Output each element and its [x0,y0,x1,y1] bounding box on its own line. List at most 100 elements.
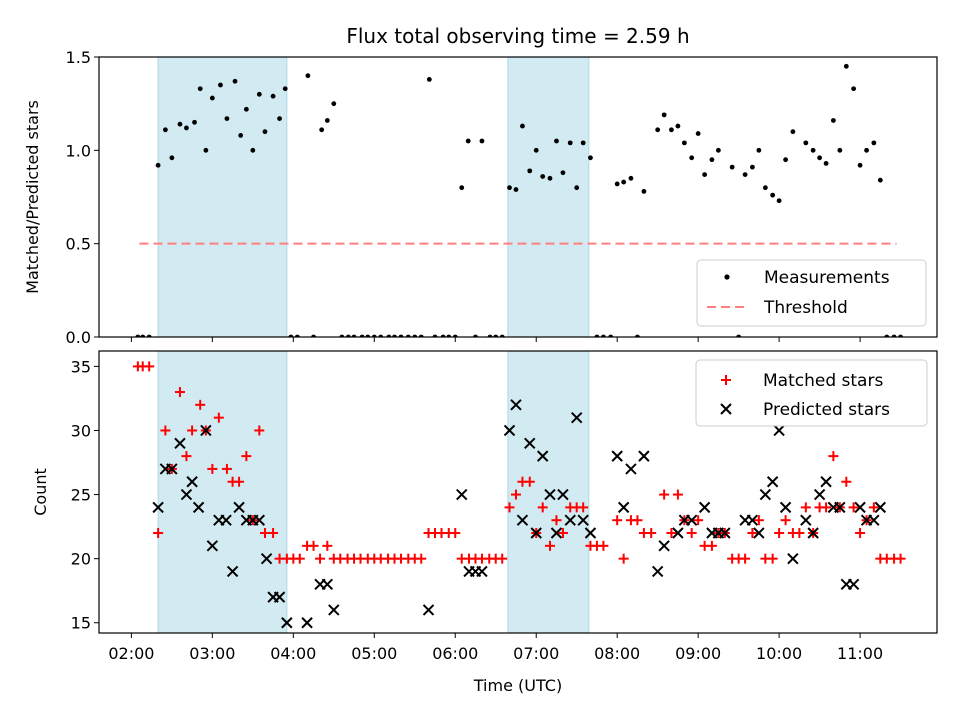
predicted-point [746,514,759,526]
matched-point [848,502,859,513]
matched-point [895,553,906,564]
predicted-point [200,424,212,437]
predicted-point [685,514,698,526]
measurement-point [331,101,337,107]
measurement-point [843,63,849,69]
matched-point [632,515,643,526]
predicted-point [301,617,313,629]
measurement-point [715,147,721,153]
matched-point [174,387,185,398]
y-tick-label: 1.0 [66,141,91,160]
matched-point [544,540,555,551]
predicted-point [766,476,779,488]
measurement-point [857,162,863,168]
matched-point [646,528,657,539]
measurement-point [567,140,573,146]
matched-point [416,553,427,564]
predicted-point [874,501,887,514]
matched-point [213,412,224,423]
x-tick-label: 07:00 [513,644,559,663]
measurement-point [520,123,525,129]
predicted-point [557,488,569,501]
matched-point [618,553,629,564]
x-tick-label: 10:00 [756,644,802,663]
x-tick-label: 09:00 [675,644,721,663]
measurement-point [742,172,748,178]
matched-point [241,451,252,462]
predicted-point [152,501,164,514]
measurement-point [324,118,330,123]
matched-point [153,528,164,539]
shaded-interval-2 [507,56,590,338]
measurement-point [756,147,762,153]
measurement-point [560,170,566,176]
predicted-point [281,617,293,629]
predicted-point [672,527,684,539]
predicted-point [854,501,866,514]
matched-point [659,489,670,500]
matched-point [160,425,171,436]
matched-point [767,553,778,564]
panel-1: 0.0 0.5 1.0 1.5 Matched/Predicted stars Measu… [23,48,938,347]
predicted-point [779,501,792,514]
y-tick-label: 0.0 [66,328,91,347]
y-axis-label: Count [31,468,50,516]
legend-label-matched: Matched stars [763,371,883,391]
measurement-point [695,131,701,136]
matched-point [181,451,192,462]
predicted-point [273,591,286,603]
legend-label-predicted: Predicted stars [763,400,890,420]
predicted-point [834,501,846,514]
matched-point [841,476,852,487]
measurement-point [527,168,533,174]
measurement-point [507,185,512,191]
measurement-point [238,133,244,138]
x-tick-label: 11:00 [837,644,883,663]
y-axis-label: Matched/Predicted stars [23,100,42,294]
measurement-point [830,118,836,123]
measurement-point [256,91,262,97]
predicted-point [536,450,549,462]
predicted-point [524,437,536,449]
predicted-point [456,488,468,501]
matched-point [294,553,305,564]
y-tick-label: 35 [71,357,91,376]
predicted-point [544,488,556,501]
x-tick-label: 03:00 [189,644,235,663]
matched-point [828,451,839,462]
measurement-point [655,127,661,133]
predicted-point [611,450,623,462]
predicted-point [570,411,583,424]
predicted-point [328,604,340,616]
measurement-point [621,179,627,185]
measurement-point [877,177,883,183]
predicted-point [698,501,711,514]
matched-point [187,425,198,436]
measurement-point [790,129,796,135]
matched-point [740,553,751,564]
matched-point [578,502,589,513]
measurement-point [614,181,620,187]
measurement-point [209,95,215,101]
matched-point [774,528,785,539]
measurement-point [871,140,877,146]
legend: Matched stars Predicted stars [695,359,928,427]
measurement-point [250,147,256,153]
predicted-point [625,463,637,475]
predicted-point [503,424,516,437]
predicted-point [719,527,731,539]
x-tick-label: 08:00 [594,644,640,663]
measurement-point [574,185,580,191]
predicted-point [773,424,785,437]
y-tick-label: 15 [71,614,91,633]
measurement-point [864,147,869,153]
measurement-point [770,192,776,198]
measurement-point [184,125,189,131]
measurement-point [513,187,519,192]
x-tick-label: 04:00 [270,644,316,663]
measurement-point [702,172,708,178]
measurement-point [270,93,276,99]
predicted-point [820,476,832,488]
measurement-point [817,155,822,161]
predicted-point [226,565,239,578]
